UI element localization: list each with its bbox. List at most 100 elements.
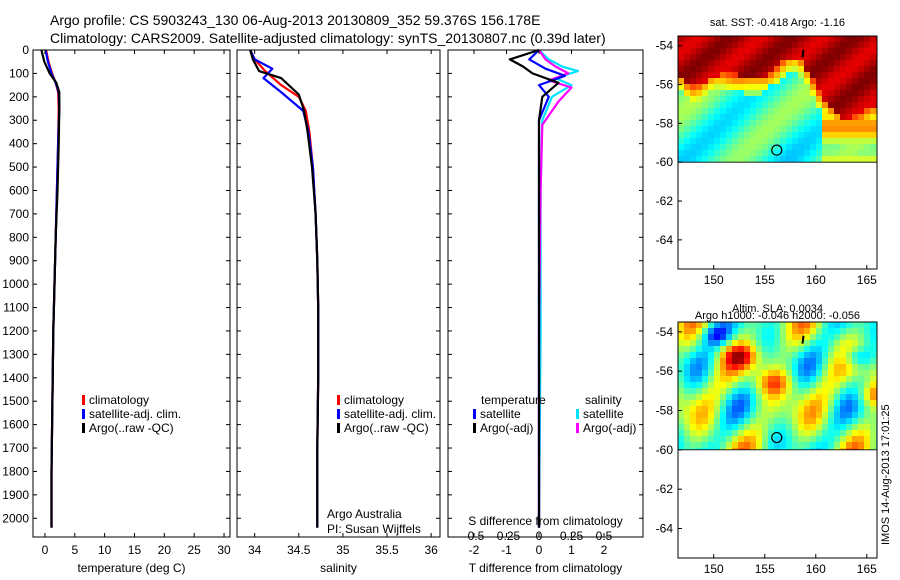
map-cell — [846, 96, 852, 102]
map-cell — [744, 388, 750, 394]
map-cell — [804, 424, 810, 430]
map-cell — [702, 126, 708, 132]
map-cell — [684, 412, 690, 418]
map-cell — [726, 102, 732, 108]
map-cell — [702, 54, 708, 60]
map-cell — [690, 400, 696, 406]
map-cell — [702, 138, 708, 144]
map-cell — [870, 36, 876, 42]
map-cell — [822, 340, 828, 346]
legend-swatch — [337, 423, 340, 433]
map-cell — [720, 418, 726, 424]
map-cell — [858, 412, 864, 418]
map-cell — [732, 36, 738, 42]
map-cell — [762, 96, 768, 102]
legend-label: satellite — [583, 407, 624, 421]
map-cell — [768, 150, 774, 156]
map-cell — [696, 36, 702, 42]
map-cell — [834, 84, 840, 90]
map-cell — [762, 352, 768, 358]
map-cell — [744, 36, 750, 42]
map-cell — [684, 406, 690, 412]
map-cell — [768, 96, 774, 102]
map-cell — [786, 144, 792, 150]
map-cell — [690, 144, 696, 150]
map-cell — [684, 388, 690, 394]
map-cell — [846, 102, 852, 108]
y-tick-label: 300 — [9, 113, 29, 127]
map-cell — [792, 36, 798, 42]
map-cell — [762, 132, 768, 138]
header-line2: Climatology: CARS2009. Satellite-adjuste… — [50, 30, 606, 46]
map-cell — [690, 352, 696, 358]
map-cell — [714, 120, 720, 126]
map-cell — [696, 448, 702, 450]
map-cell — [780, 156, 786, 162]
map-cell — [828, 60, 834, 66]
map-y-tick-label: -64 — [656, 522, 674, 536]
map-cell — [774, 54, 780, 60]
map-cell — [690, 36, 696, 42]
map-cell — [786, 108, 792, 114]
map-cell — [774, 138, 780, 144]
map-cell — [750, 388, 756, 394]
map-cell — [720, 322, 726, 328]
map-cell — [792, 60, 798, 66]
map-cell — [702, 430, 708, 436]
map-cell — [798, 352, 804, 358]
map-cell — [768, 424, 774, 430]
map-cell — [708, 150, 714, 156]
map-cell — [702, 436, 708, 442]
map-cell — [864, 54, 870, 60]
map-cell — [840, 448, 846, 450]
map-cell — [750, 84, 756, 90]
map-cell — [852, 108, 858, 114]
map-cell — [840, 48, 846, 54]
map-cell — [774, 370, 780, 376]
map-cell — [822, 358, 828, 364]
map-cell — [738, 322, 744, 328]
map-cell — [768, 358, 774, 364]
map-cell — [804, 376, 810, 382]
map-cell — [714, 442, 720, 448]
map-cell — [708, 96, 714, 102]
map-cell — [690, 84, 696, 90]
map-cell — [846, 352, 852, 358]
map-cell — [780, 364, 786, 370]
map-cell — [828, 144, 834, 150]
map-cell — [702, 328, 708, 334]
map-cell — [852, 400, 858, 406]
map-x-tick-label: 165 — [857, 273, 877, 287]
map-cell — [846, 48, 852, 54]
map-cell — [756, 108, 762, 114]
map-cell — [816, 156, 822, 162]
map-cell — [792, 394, 798, 400]
map-cell — [870, 412, 876, 418]
map-cell — [684, 448, 690, 450]
map-cell — [828, 406, 834, 412]
map-cell — [762, 144, 768, 150]
map-cell — [798, 418, 804, 424]
map-cell — [858, 48, 864, 54]
map-cell — [840, 102, 846, 108]
map-cell — [768, 78, 774, 84]
map-cell — [678, 322, 684, 328]
y-tick-label: 1100 — [3, 301, 29, 315]
map-cell — [792, 436, 798, 442]
map-cell — [864, 364, 870, 370]
map-cell — [750, 322, 756, 328]
map-cell — [780, 108, 786, 114]
map-cell — [762, 376, 768, 382]
map-cell — [750, 412, 756, 418]
map-x-tick-label: 155 — [755, 562, 775, 576]
map-cell — [708, 156, 714, 162]
map-cell — [696, 328, 702, 334]
map-cell — [810, 442, 816, 448]
map-cell — [738, 132, 744, 138]
map-cell — [780, 66, 786, 72]
map-cell — [840, 78, 846, 84]
map-cell — [804, 346, 810, 352]
map-cell — [864, 412, 870, 418]
map-cell — [810, 54, 816, 60]
